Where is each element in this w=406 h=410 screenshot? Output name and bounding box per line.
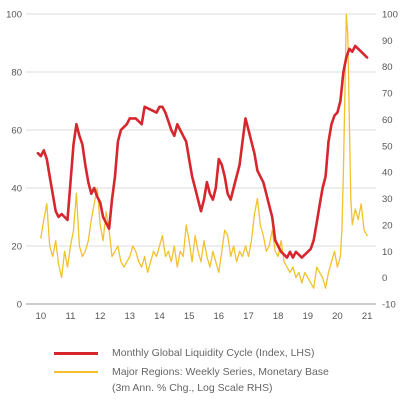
x-tick-label: 10 (36, 311, 47, 322)
legend-item-monetary-base: Major Regions: Weekly Series, Monetary B… (54, 364, 399, 396)
x-tick-label: 16 (214, 311, 225, 322)
right-tick-label: 20 (382, 220, 393, 231)
legend-label-line2: (3m Ann. % Chg., Log Scale RHS) (112, 382, 273, 394)
series-line-liquidity-cycle (36, 44, 369, 259)
right-tick-label: 90 (382, 36, 393, 47)
x-tick-label: 21 (362, 311, 373, 322)
right-tick-label: 60 (382, 115, 393, 126)
series-lines (36, 13, 369, 289)
left-tick-label: 0 (17, 300, 22, 311)
series-line-monetary-base (40, 13, 368, 289)
right-tick-label: 0 (382, 273, 387, 284)
right-tick-label: 10 (382, 247, 393, 258)
right-tick-label: 40 (382, 168, 393, 179)
left-tick-label: 60 (11, 126, 22, 137)
legend: Monthly Global Liquidity Cycle (Index, L… (54, 345, 399, 399)
gridlines (26, 13, 376, 305)
x-tick-label: 20 (332, 311, 343, 322)
left-axis-ticks: 0 20 40 60 80 100 (6, 10, 22, 311)
x-tick-label: 12 (95, 311, 106, 322)
x-tick-label: 18 (273, 311, 284, 322)
right-tick-label: 100 (382, 10, 398, 21)
legend-swatch-yellow (54, 371, 98, 373)
x-tick-label: 14 (154, 311, 165, 322)
legend-label-block: Major Regions: Weekly Series, Monetary B… (98, 364, 329, 396)
right-tick-label: -10 (382, 300, 396, 311)
right-tick-label: 70 (382, 89, 393, 100)
left-tick-label: 80 (11, 68, 22, 79)
x-tick-label: 13 (125, 311, 136, 322)
x-tick-label: 11 (66, 311, 76, 322)
left-tick-label: 20 (11, 242, 22, 253)
right-tick-label: 80 (382, 62, 393, 73)
x-axis-ticks: 10 11 12 13 14 15 16 17 18 19 20 21 (36, 311, 373, 322)
legend-label: Monthly Global Liquidity Cycle (Index, L… (112, 347, 315, 359)
legend-label: Major Regions: Weekly Series, Monetary B… (112, 366, 329, 378)
right-axis-ticks: -10 0 10 20 30 40 50 60 70 80 90 100 (382, 10, 398, 311)
x-tick-label: 17 (243, 311, 254, 322)
legend-swatch-red (54, 352, 98, 355)
liquidity-chart: 0 20 40 60 80 100 -10 0 10 20 30 40 50 60 70 80 90 100 1… (6, 10, 398, 323)
legend-item-liquidity-cycle: Monthly Global Liquidity Cycle (Index, L… (54, 345, 399, 361)
right-tick-label: 50 (382, 141, 393, 152)
left-tick-label: 100 (6, 10, 22, 21)
right-tick-label: 30 (382, 194, 393, 205)
left-tick-label: 40 (11, 184, 22, 195)
x-tick-label: 19 (302, 311, 313, 322)
x-tick-label: 15 (184, 311, 195, 322)
